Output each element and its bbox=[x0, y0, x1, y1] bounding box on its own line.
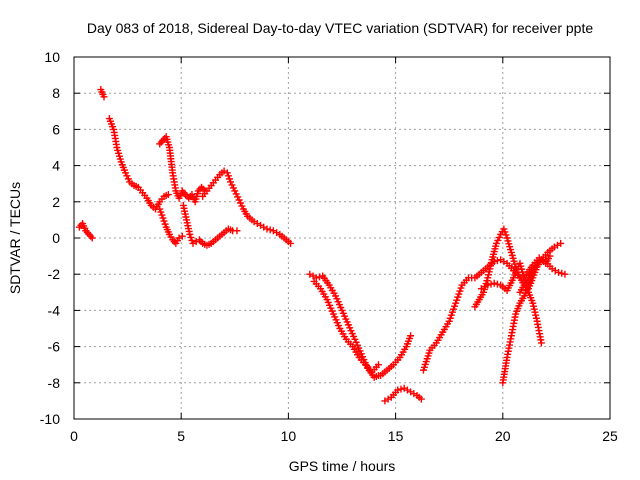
y-tick-label: 0 bbox=[52, 230, 60, 246]
data-points-layer bbox=[75, 86, 569, 405]
data-point bbox=[394, 386, 402, 394]
data-point bbox=[487, 280, 495, 288]
y-tick-label: -6 bbox=[48, 339, 61, 355]
data-point bbox=[493, 280, 501, 288]
data-point bbox=[315, 273, 323, 281]
data-point bbox=[178, 232, 186, 240]
data-point bbox=[555, 268, 563, 276]
data-point bbox=[407, 332, 415, 340]
y-tick-label: -10 bbox=[40, 411, 60, 427]
data-point bbox=[266, 226, 274, 234]
x-axis-label: GPS time / hours bbox=[289, 458, 396, 474]
data-point bbox=[88, 234, 96, 242]
data-point bbox=[558, 269, 566, 277]
data-point bbox=[493, 257, 501, 265]
x-tick-label: 10 bbox=[281, 428, 297, 444]
data-point bbox=[490, 279, 498, 287]
y-tick-label: 2 bbox=[52, 194, 60, 210]
y-tick-label: 8 bbox=[52, 85, 60, 101]
x-tick-label: 5 bbox=[177, 428, 185, 444]
y-tick-label: -8 bbox=[48, 375, 61, 391]
x-tick-label: 0 bbox=[70, 428, 78, 444]
grid-layer bbox=[74, 57, 610, 419]
data-point bbox=[484, 281, 492, 289]
data-point bbox=[537, 339, 545, 347]
data-point bbox=[374, 361, 382, 369]
ticks-layer: 0 5 10 15 20 25 -10 -8 -6 -4 -2 0 2 4 6 8 10 bbox=[40, 49, 618, 444]
y-tick-label: -2 bbox=[48, 266, 61, 282]
data-point bbox=[557, 239, 565, 247]
data-point bbox=[561, 270, 569, 278]
chart-title: Day 083 of 2018, Sidereal Day-to-day VTE… bbox=[87, 20, 594, 36]
data-point bbox=[397, 385, 405, 393]
y-axis-label: SDTVAR / TECUs bbox=[7, 182, 23, 294]
data-point bbox=[312, 274, 320, 282]
x-tick-label: 20 bbox=[495, 428, 511, 444]
y-tick-label: 4 bbox=[52, 158, 60, 174]
data-point bbox=[100, 93, 108, 101]
data-point bbox=[287, 239, 295, 247]
data-point bbox=[417, 395, 425, 403]
y-tick-label: 6 bbox=[52, 121, 60, 137]
x-tick-label: 25 bbox=[602, 428, 618, 444]
data-point bbox=[263, 225, 271, 233]
x-tick-label: 15 bbox=[388, 428, 404, 444]
data-point bbox=[164, 191, 172, 199]
y-tick-label: -4 bbox=[48, 302, 61, 318]
data-point bbox=[546, 252, 554, 260]
y-tick-label: 10 bbox=[44, 49, 60, 65]
data-point bbox=[233, 227, 241, 235]
